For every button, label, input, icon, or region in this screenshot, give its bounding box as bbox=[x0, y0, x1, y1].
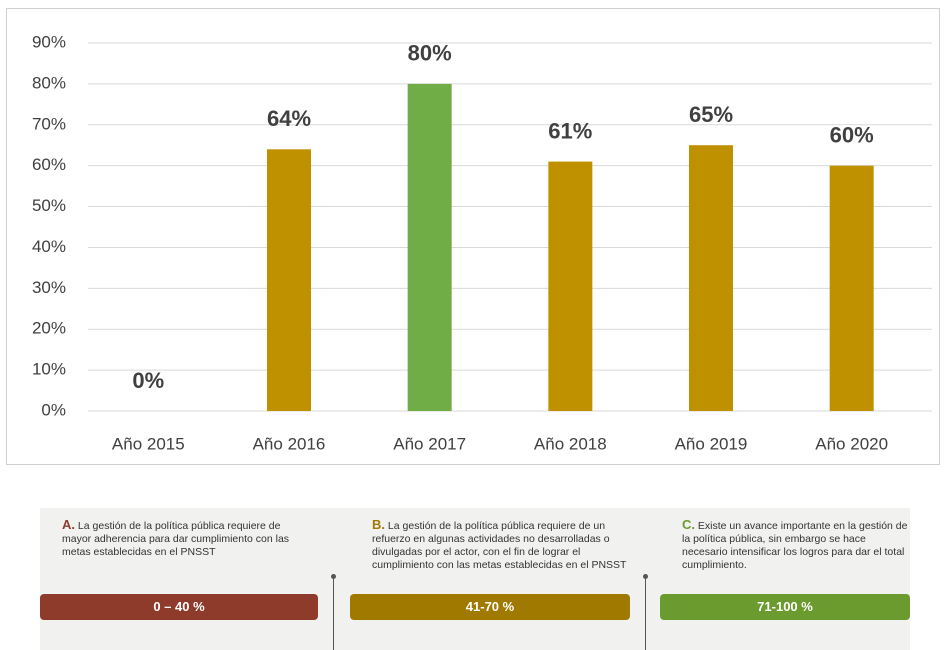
x-tick-label: Año 2015 bbox=[112, 434, 185, 453]
value-label: 64% bbox=[267, 106, 311, 131]
scale-description: C. Existe un avance importante en la ges… bbox=[682, 518, 912, 590]
value-label: 0% bbox=[132, 368, 164, 393]
chart: 0% 10% 20% 30% 40% 50% 60% 70% 80% 90% Año 2015 0% A… bbox=[6, 8, 940, 465]
x-tick-label: Año 2018 bbox=[534, 434, 607, 453]
scale-item: A. La gestión de la política pública req… bbox=[62, 518, 302, 590]
scale-letter: B. bbox=[372, 517, 385, 532]
scale-text: La gestión de la política pública requie… bbox=[62, 520, 290, 558]
x-tick-label: Año 2017 bbox=[393, 434, 466, 453]
scale-range: 41-70 % bbox=[350, 594, 630, 620]
y-tick-label: 80% bbox=[32, 73, 66, 92]
y-tick-label: 20% bbox=[32, 319, 66, 338]
bar bbox=[267, 149, 311, 412]
value-label: 80% bbox=[408, 41, 452, 66]
x-tick-label: Año 2016 bbox=[253, 434, 326, 453]
scale-range: 71-100 % bbox=[660, 594, 910, 620]
value-label: 61% bbox=[548, 118, 592, 143]
scale-description: B. La gestión de la política pública req… bbox=[372, 518, 642, 590]
scale-panel: A. La gestión de la política pública req… bbox=[40, 508, 910, 650]
y-tick-label: 30% bbox=[32, 278, 66, 297]
scale-item: B. La gestión de la política pública req… bbox=[372, 518, 642, 590]
y-tick-label: 0% bbox=[41, 400, 66, 419]
bar bbox=[689, 145, 733, 411]
separator bbox=[333, 578, 334, 650]
y-tick-label: 60% bbox=[32, 155, 66, 174]
separator bbox=[645, 578, 646, 650]
value-label: 65% bbox=[689, 102, 733, 127]
x-tick-label: Año 2019 bbox=[675, 434, 748, 453]
scale-text: La gestión de la política pública requie… bbox=[372, 520, 627, 571]
scale-item: C. Existe un avance importante en la ges… bbox=[682, 518, 912, 590]
separator-dot bbox=[331, 574, 336, 579]
y-tick-label: 50% bbox=[32, 196, 66, 215]
separator-dot bbox=[643, 574, 648, 579]
scale-range: 0 – 40 % bbox=[40, 594, 318, 620]
value-label: 60% bbox=[830, 122, 874, 147]
bar bbox=[829, 165, 874, 411]
y-tick-label: 90% bbox=[32, 32, 66, 51]
x-tick-label: Año 2020 bbox=[815, 434, 888, 453]
scale-description: A. La gestión de la política pública req… bbox=[62, 518, 302, 590]
scale-text: Existe un avance importante en la gestió… bbox=[682, 520, 908, 571]
scale-letter: C. bbox=[682, 517, 695, 532]
bar bbox=[407, 83, 452, 411]
y-tick-label: 70% bbox=[32, 114, 66, 133]
chart-border bbox=[6, 8, 940, 465]
y-tick-label: 10% bbox=[32, 360, 66, 379]
y-tick-label: 40% bbox=[32, 237, 66, 256]
bar bbox=[548, 161, 593, 411]
scale-letter: A. bbox=[62, 517, 75, 532]
